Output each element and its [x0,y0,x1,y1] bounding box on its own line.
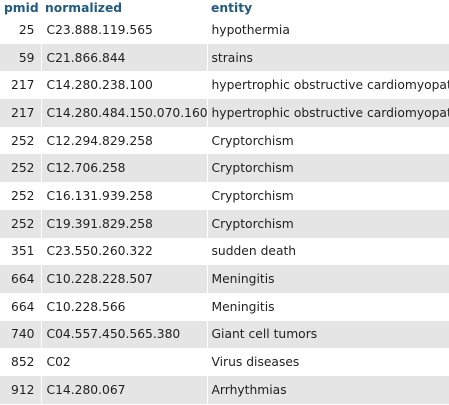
table-row[interactable]: 351 C23.550.260.322 sudden death [0,237,449,266]
cell-pmid: 351 [0,237,42,266]
cell-normalized: C04.557.450.565.380 [41,320,208,349]
cell-entity: Cryptorchism [207,154,449,183]
table-row[interactable]: 25 C23.888.119.565 hypothermia [0,15,449,44]
table-row[interactable]: 252 C19.391.829.258 Cryptorchism [0,209,449,238]
cell-normalized: C23.550.260.322 [41,237,208,266]
table-row[interactable]: 59 C21.866.844 strains [0,43,449,72]
cell-entity: Cryptorchism [207,182,449,210]
cell-normalized: C23.888.119.565 [41,15,208,44]
cell-normalized: C21.866.844 [41,43,208,72]
table-row[interactable]: 217 C14.280.484.150.070.160 hypertrophic o… [0,99,449,127]
table-header-row: pmid normalized entity [0,0,449,16]
cell-pmid: 740 [0,320,42,349]
table-row[interactable]: 252 C12.706.258 Cryptorchism [0,154,449,183]
sort-by-normalized-link[interactable]: normalized [45,0,123,15]
cell-entity: hypertrophic obstructive cardiomyopathy [207,99,449,127]
cell-normalized: C02 [41,348,208,376]
cell-normalized: C16.131.939.258 [41,182,208,210]
table-body: 25 C23.888.119.565 hypothermia 59 C21.866.84… [0,15,449,404]
cell-entity: hypertrophic obstructive cardiomyopathy [207,71,449,100]
cell-normalized: C10.228.566 [41,292,208,321]
cell-normalized: C14.280.067 [41,375,208,404]
cell-pmid: 852 [0,348,42,376]
cell-pmid: 252 [0,209,42,238]
cell-pmid: 664 [0,265,42,293]
cell-normalized: C14.280.484.150.070.160 [41,99,208,127]
table-row[interactable]: 664 C10.228.566 Meningitis [0,292,449,321]
cell-normalized: C10.228.228.507 [41,265,208,293]
table-row[interactable]: 912 C14.280.067 Arrhythmias [0,375,449,404]
cell-pmid: 59 [0,43,42,72]
cell-pmid: 252 [0,154,42,183]
cell-entity: Giant cell tumors [207,320,449,349]
cell-entity: Arrhythmias [207,375,449,404]
table-row[interactable]: 217 C14.280.238.100 hypertrophic obstructi… [0,71,449,100]
cell-entity: Cryptorchism [207,209,449,238]
cell-entity: hypothermia [207,15,449,44]
cell-pmid: 25 [0,15,42,44]
cell-pmid: 217 [0,99,42,127]
column-header-normalized: normalized [41,0,207,16]
table-row[interactable]: 664 C10.228.228.507 Meningitis [0,265,449,293]
cell-normalized: C19.391.829.258 [41,209,208,238]
cell-entity: strains [207,43,449,72]
cell-entity: Meningitis [207,292,449,321]
cell-entity: Virus diseases [207,348,449,376]
cell-normalized: C14.280.238.100 [41,71,208,100]
cell-normalized: C12.294.829.258 [41,126,208,155]
cell-entity: sudden death [207,237,449,266]
cell-pmid: 664 [0,292,42,321]
column-header-pmid: pmid [0,0,41,16]
cell-normalized: C12.706.258 [41,154,208,183]
sort-by-entity-link[interactable]: entity [211,0,253,15]
cell-pmid: 252 [0,126,42,155]
table-row[interactable]: 852 C02 Virus diseases [0,348,449,376]
cell-pmid: 252 [0,182,42,210]
sort-by-pmid-link[interactable]: pmid [4,0,39,15]
column-header-entity: entity [207,0,449,16]
cell-entity: Meningitis [207,265,449,293]
cell-entity: Cryptorchism [207,126,449,155]
table-row[interactable]: 740 C04.557.450.565.380 Giant cell tumors [0,320,449,349]
table-row[interactable]: 252 C12.294.829.258 Cryptorchism [0,126,449,155]
cell-pmid: 912 [0,375,42,404]
cell-pmid: 217 [0,71,42,100]
table-row[interactable]: 252 C16.131.939.258 Cryptorchism [0,182,449,210]
